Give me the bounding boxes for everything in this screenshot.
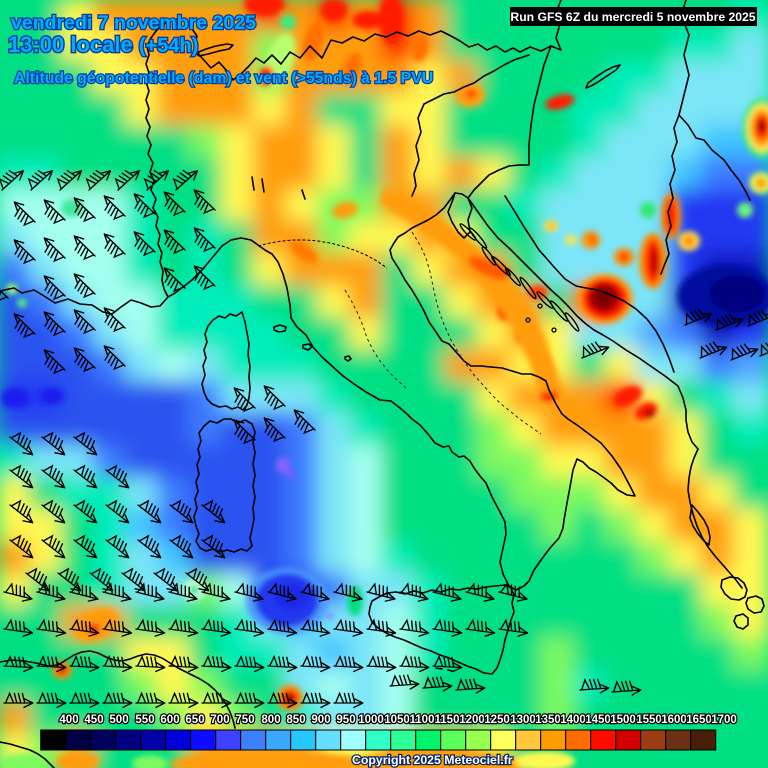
svg-text:1650: 1650 [686,714,712,726]
svg-text:Altitude géopotentielle (dam): Altitude géopotentielle (dam) et vent (>… [14,70,433,87]
svg-text:1250: 1250 [484,714,510,726]
svg-text:1350: 1350 [535,714,561,726]
svg-text:750: 750 [235,714,254,726]
svg-text:800: 800 [261,714,280,726]
svg-text:950: 950 [336,714,355,726]
svg-text:450: 450 [84,714,103,726]
svg-text:13:00 locale (+54h): 13:00 locale (+54h) [8,32,198,57]
svg-text:1300: 1300 [510,714,536,726]
svg-text:vendredi 7 novembre 2025: vendredi 7 novembre 2025 [11,12,256,34]
svg-text:1450: 1450 [585,714,611,726]
svg-text:500: 500 [109,714,128,726]
svg-text:1600: 1600 [661,714,687,726]
svg-text:1050: 1050 [384,714,410,726]
svg-text:900: 900 [311,714,330,726]
svg-text:650: 650 [185,714,204,726]
svg-text:Run GFS 6Z du mercredi 5 novem: Run GFS 6Z du mercredi 5 novembre 2025 [510,10,755,24]
svg-text:700: 700 [210,714,229,726]
svg-text:550: 550 [135,714,154,726]
svg-text:600: 600 [160,714,179,726]
svg-text:1200: 1200 [459,714,485,726]
svg-text:1150: 1150 [435,714,460,726]
svg-text:Copyright 2025 Meteociel.fr: Copyright 2025 Meteociel.fr [352,753,513,767]
svg-text:850: 850 [286,714,305,726]
svg-text:1100: 1100 [410,714,435,726]
svg-text:400: 400 [59,714,78,726]
svg-text:1700: 1700 [711,714,737,726]
svg-text:1550: 1550 [636,714,662,726]
svg-text:1000: 1000 [358,714,384,726]
svg-text:1400: 1400 [560,714,586,726]
svg-text:1500: 1500 [610,714,636,726]
